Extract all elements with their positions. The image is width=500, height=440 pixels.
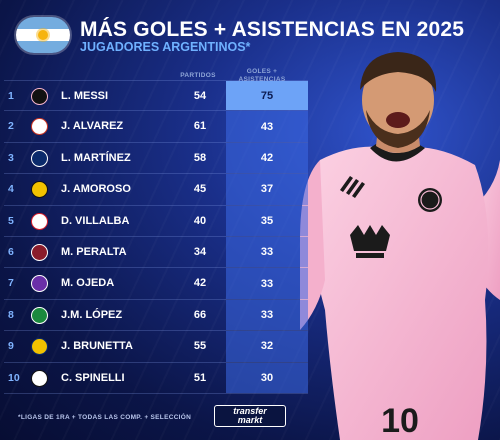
table-row: 8 J.M. LÓPEZ 66 33 [4,299,308,332]
rank-number: 7 [8,277,14,290]
partidos-value: 58 [193,151,207,164]
rank-number: 5 [8,214,14,227]
page-subtitle: JUGADORES ARGENTINOS* [80,40,251,54]
inter-miami-crest-icon [31,88,48,105]
club-crest-icon [31,243,48,261]
goles-asistencias-value: 30 [226,362,308,393]
player-name: M. PERALTA [61,245,127,258]
column-header-goles-asistencias: GOLES + ASISTENCIAS [228,68,296,84]
partidos-value: 34 [193,245,207,258]
goles-asistencias-value: 35 [226,205,308,236]
goles-asistencias-value: 32 [226,331,308,362]
atletico-madrid-crest-icon [31,118,48,136]
ranking-table: 1 L. MESSI 54 75 2 J. ALVAREZ 61 43 3 L. MARTÍNEZ… [4,80,308,394]
partidos-value: 51 [193,371,207,384]
sun-of-may-icon [38,30,48,40]
logo-line2: markt [237,415,263,425]
rank-number: 6 [8,245,14,258]
inter-milan-crest-icon [31,149,48,167]
partidos-value: 55 [193,340,207,353]
player-name: D. VILLALBA [61,214,130,227]
orlando-city-crest-icon [31,275,48,293]
table-row: 5 D. VILLALBA 40 35 [4,205,308,237]
goles-asistencias-value: 75 [226,81,308,111]
player-name: J. ALVAREZ [61,120,124,133]
table-row: 6 M. PERALTA 34 33 [4,236,308,269]
table-row: 4 J. AMOROSO 45 37 [4,174,308,206]
rank-number: 3 [8,151,14,164]
partidos-value: 54 [193,90,207,102]
player-photo: 10 [300,52,500,440]
player-name: C. SPINELLI [61,371,125,384]
goles-asistencias-value: 33 [226,236,308,268]
goles-asistencias-value: 42 [226,142,308,174]
logo-line1: transfer [233,406,267,416]
goles-asistencias-value: 37 [226,174,308,205]
goles-asistencias-value: 43 [226,111,308,142]
table-row: 1 L. MESSI 54 75 [4,80,308,112]
column-header-goles-line2: ASISTENCIAS [238,76,286,83]
partidos-value: 45 [193,183,207,196]
goles-asistencias-value: 33 [226,299,308,331]
table-row: 3 L. MARTÍNEZ 58 42 [4,142,308,175]
column-header-partidos: PARTIDOS [180,72,216,79]
footnote: *LIGAS DE 1RA + TODAS LAS COMP. + SELECC… [18,414,192,421]
player-name: J.M. LÓPEZ [61,308,123,321]
table-row: 9 J. BRUNETTA 55 32 [4,331,308,363]
page-title: MÁS GOLES + ASISTENCIAS EN 2025 [80,18,465,41]
player-name: L. MESSI [61,90,109,102]
partidos-value: 61 [193,120,207,133]
argentina-flag-icon [16,17,70,53]
transfermarkt-logo[interactable]: transfer markt [214,405,286,427]
table-row: 2 J. ALVAREZ 61 43 [4,111,308,143]
rank-number: 2 [8,120,14,133]
partidos-value: 66 [193,308,207,321]
player-name: J. BRUNETTA [61,340,133,353]
tigres-crest-icon [31,338,48,356]
rank-number: 1 [8,90,14,102]
column-header-goles-line1: GOLES + [246,68,278,75]
rank-number: 10 [8,371,20,384]
goles-asistencias-value: 33 [226,268,308,299]
club-crest-icon [31,181,48,199]
club-crest-icon [31,369,48,387]
partidos-value: 42 [193,277,207,290]
table-row: 7 M. OJEDA 42 33 [4,268,308,300]
partidos-value: 40 [193,214,207,227]
rank-number: 8 [8,308,14,321]
table-row: 10 C. SPINELLI 51 30 [4,362,308,394]
club-crest-icon [31,212,48,230]
svg-text:10: 10 [381,402,419,440]
palmeiras-crest-icon [31,306,48,324]
player-name: L. MARTÍNEZ [61,151,131,164]
rank-number: 9 [8,340,14,353]
player-name: M. OJEDA [61,277,115,290]
player-name: J. AMOROSO [61,183,131,196]
rank-number: 4 [8,183,14,196]
